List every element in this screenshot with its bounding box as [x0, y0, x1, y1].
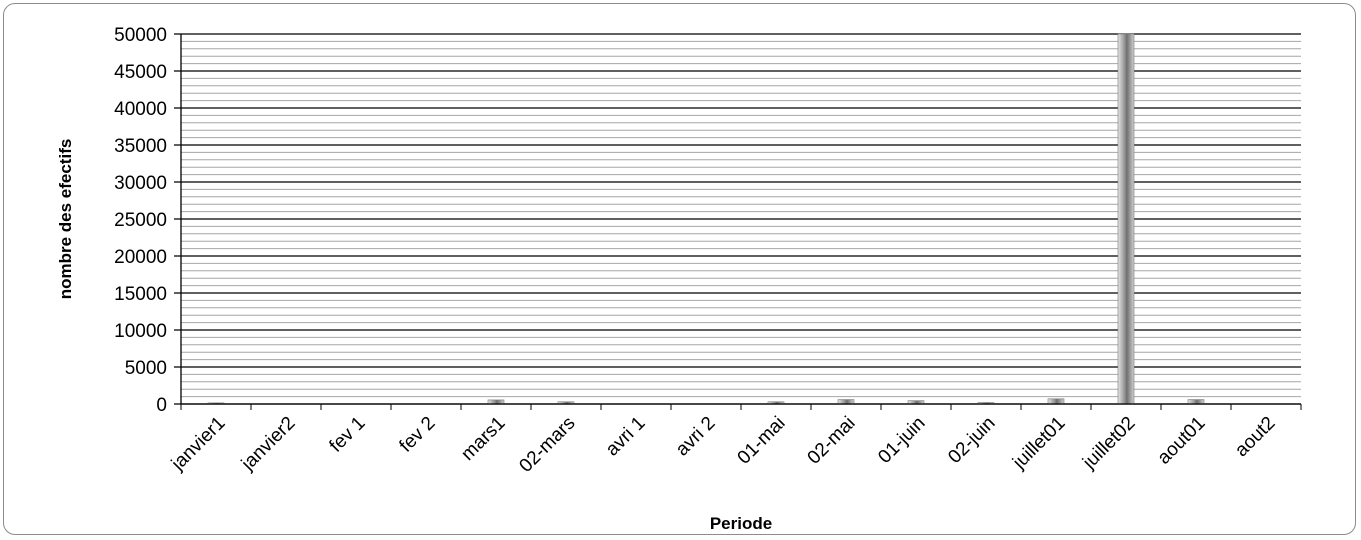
x-tick-label: janvier2 [237, 413, 300, 476]
y-tick-label: 45000 [114, 62, 167, 83]
x-tick-label: mars1 [457, 413, 509, 465]
y-tick-label: 30000 [114, 173, 167, 194]
y-axis-title: nombre des efectifs [56, 139, 75, 300]
bar [1117, 33, 1135, 405]
x-tick-label: 02-juin [944, 413, 999, 468]
y-tick-label: 40000 [114, 99, 167, 120]
x-tick-label: fev 1 [326, 413, 370, 457]
y-tick-label: 0 [156, 395, 167, 416]
x-tick-label: 01-mai [734, 413, 790, 469]
x-tick-label: 01-juin [874, 413, 929, 468]
bar [1187, 399, 1205, 405]
y-tick-label: 5000 [125, 358, 167, 379]
x-tick-label: juillet02 [1078, 413, 1139, 474]
x-tick-label: fev 2 [396, 413, 440, 457]
bar [837, 399, 855, 405]
y-tick-label: 15000 [114, 284, 167, 305]
x-tick-label: 02-mars [515, 413, 579, 477]
minor-gridlines [181, 40, 1301, 398]
x-tick-label: avri 2 [672, 413, 720, 461]
x-tick-label: 02-mai [804, 413, 860, 469]
y-tick-labels: 0 5000 10000 15000 20000 25000 30000 35000 40000… [114, 25, 167, 416]
x-tick-label: janvier1 [167, 413, 230, 476]
y-tick-label: 35000 [114, 136, 167, 157]
y-tick-label: 25000 [114, 210, 167, 231]
axes [180, 34, 1302, 410]
x-axis-title: Periode [710, 514, 772, 533]
x-tick-label: juillet01 [1008, 413, 1069, 474]
x-tick-label: avri 1 [602, 413, 650, 461]
y-tick-label: 10000 [114, 321, 167, 342]
x-tick-label: aout2 [1231, 413, 1279, 461]
x-tick-labels: janvier1 janvier2 fev 1 fev 2 mars1 02-mars av… [167, 413, 1280, 477]
x-tick-label: aout01 [1154, 413, 1210, 469]
bar [1047, 398, 1065, 405]
y-tick-label: 20000 [114, 247, 167, 268]
y-tick-label: 50000 [114, 25, 167, 46]
